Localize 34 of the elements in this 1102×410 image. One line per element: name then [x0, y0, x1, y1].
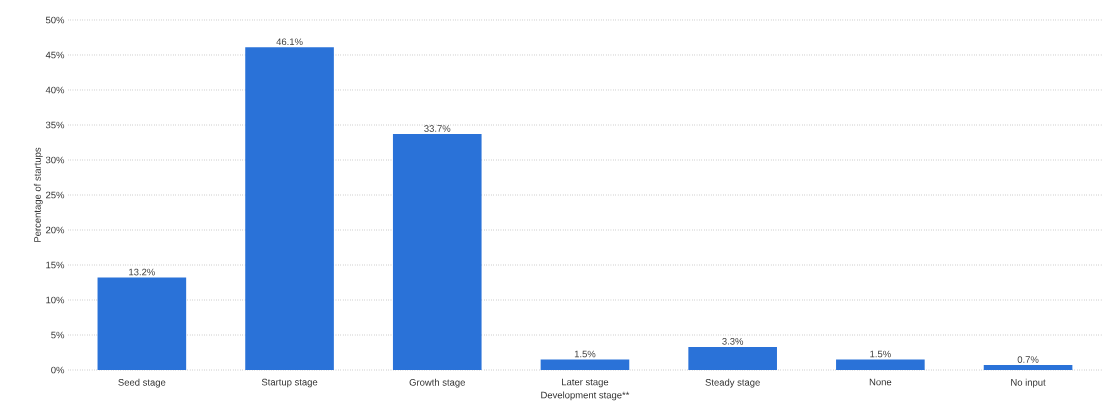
- bar: [97, 277, 187, 370]
- bar: [392, 134, 482, 370]
- y-tick-label: 35%: [45, 121, 65, 129]
- x-tick-label: None: [869, 378, 892, 386]
- y-tick-label: 45%: [45, 51, 65, 59]
- data-label: 1.5%: [574, 350, 596, 358]
- y-tick-label: 20%: [46, 226, 65, 234]
- y-tick-label: 0%: [51, 366, 65, 374]
- x-tick-label: Startup stage: [261, 378, 318, 388]
- y-tick-label: 10%: [46, 296, 65, 304]
- y-tick-label: 25%: [46, 191, 65, 199]
- y-tick-label: 5%: [51, 331, 65, 339]
- x-tick-label: Growth stage: [409, 378, 465, 388]
- data-label: 13.2%: [129, 268, 155, 276]
- x-axis-title: Development stage**: [541, 391, 630, 401]
- bar: [983, 365, 1073, 370]
- bar: [245, 47, 334, 370]
- data-label: 46.1%: [276, 38, 303, 46]
- data-label: 0.7%: [1017, 356, 1039, 363]
- x-tick-label: No input: [1011, 378, 1046, 388]
- y-axis-title: Percentage of startups: [33, 147, 43, 242]
- x-tick-label: Steady stage: [705, 378, 760, 388]
- x-tick-label: Seed stage: [118, 378, 166, 388]
- x-tick-label: Later stage: [562, 378, 609, 388]
- bar: [540, 359, 630, 370]
- y-tick-label: 40%: [45, 86, 65, 94]
- data-label: 33.7%: [424, 125, 451, 132]
- bar: [688, 346, 777, 370]
- data-label: 1.5%: [870, 350, 891, 358]
- data-label: 3.3%: [722, 338, 744, 345]
- bar: [836, 359, 925, 370]
- y-tick-label: 50%: [45, 16, 65, 24]
- y-tick-label: 30%: [45, 156, 65, 164]
- y-tick-label: 15%: [46, 261, 65, 269]
